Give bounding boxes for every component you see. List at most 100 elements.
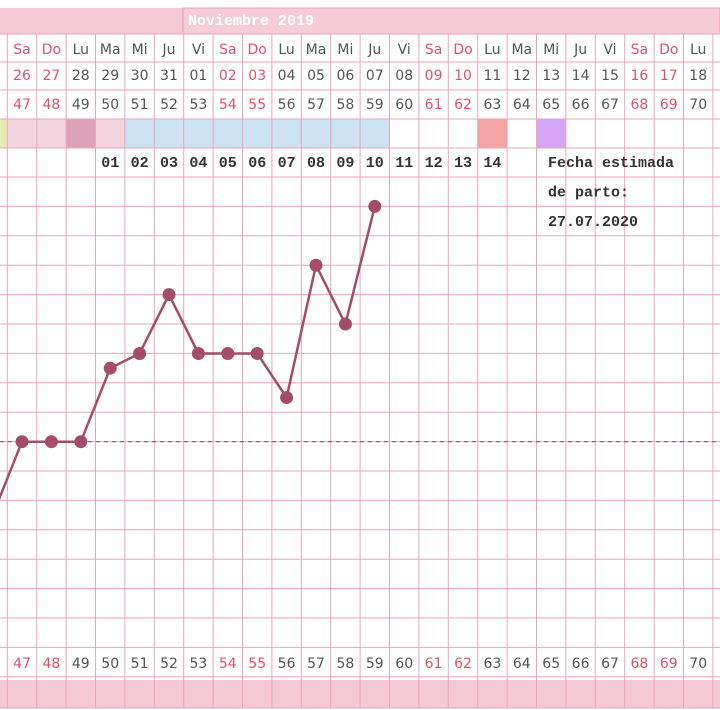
cycle-day: 61 (425, 97, 443, 113)
cycle-day: 65 (542, 656, 560, 672)
cycle-day: 50 (101, 656, 119, 672)
x-tick-label: 26 (13, 68, 31, 84)
x-tick-label: 07 (366, 68, 384, 84)
cycle-day: 70 (689, 656, 707, 672)
cycle-day: 51 (131, 97, 149, 113)
phase-cell (124, 119, 155, 148)
x-tick-label: 11 (483, 68, 501, 84)
cycle-day: 70 (689, 97, 707, 113)
data-point (309, 258, 323, 272)
data-point (15, 435, 29, 449)
x-tick-label: 01 (189, 68, 207, 84)
day-number: 14 (483, 155, 501, 172)
phase-cell (0, 119, 8, 148)
day-number: 03 (160, 155, 178, 172)
cycle-day: 48 (42, 656, 60, 672)
x-tick-label: 10 (454, 68, 472, 84)
phase-cell (507, 119, 537, 148)
x-tick-label: 28 (72, 68, 90, 84)
day-name: Vi (398, 42, 411, 58)
x-tick-label: 09 (425, 68, 443, 84)
day-name: Sa (13, 42, 30, 58)
cycle-day: 54 (219, 97, 237, 113)
cycle-day: 55 (248, 656, 266, 672)
cycle-day: 48 (42, 97, 60, 113)
data-point (280, 391, 294, 405)
phase-cell (477, 119, 508, 148)
phase-cell (301, 119, 331, 148)
x-tick-label: 14 (572, 68, 590, 84)
phase-cell (418, 119, 449, 148)
cycle-day: 53 (189, 656, 207, 672)
phase-cell (213, 119, 243, 148)
cycle-day: 53 (189, 97, 207, 113)
cycle-day: 61 (425, 656, 443, 672)
day-name: Do (453, 42, 472, 58)
x-tick-label: 18 (689, 68, 707, 84)
cycle-day: 68 (630, 97, 648, 113)
cycle-day: 52 (160, 656, 178, 672)
day-name: Ju (367, 42, 381, 58)
phase-cell (448, 119, 478, 148)
cycle-day: 63 (483, 656, 501, 672)
cycle-day: 67 (601, 97, 619, 113)
chart-title: Noviembre 2019 (188, 13, 314, 30)
cycle-day: 50 (101, 97, 119, 113)
x-tick-label: 17 (660, 68, 678, 84)
data-point (368, 199, 382, 213)
annotation: Fecha estimada (548, 155, 674, 172)
phase-cell (36, 119, 67, 148)
day-number: 01 (101, 155, 119, 172)
phase-cell (183, 119, 214, 148)
x-tick-label: 06 (336, 68, 354, 84)
cycle-day: 47 (13, 656, 31, 672)
day-number: 05 (219, 155, 237, 172)
day-name: Vi (603, 42, 616, 58)
cycle-day: 58 (336, 656, 354, 672)
day-number: 13 (454, 155, 472, 172)
annotation: de parto: (548, 184, 629, 201)
cycle-day: 59 (366, 97, 384, 113)
cycle-day: 60 (395, 97, 413, 113)
day-number: 04 (189, 155, 207, 172)
cycle-day: 62 (454, 97, 472, 113)
x-tick-label: 02 (219, 68, 237, 84)
day-name: Do (659, 42, 678, 58)
phase-cell (95, 119, 125, 148)
cycle-day: 64 (513, 97, 531, 113)
cycle-day: 56 (278, 97, 296, 113)
cycle-day: 65 (542, 97, 560, 113)
cycle-day: 58 (336, 97, 354, 113)
day-number: 11 (395, 155, 413, 172)
cycle-day: 49 (72, 656, 90, 672)
cycle-day: 67 (601, 656, 619, 672)
data-point (133, 346, 147, 360)
day-name: Lu (690, 42, 706, 58)
cycle-day: 47 (13, 97, 31, 113)
day-name: Do (42, 42, 61, 58)
cycle-day: 64 (513, 656, 531, 672)
day-name: Lu (484, 42, 500, 58)
x-tick-label: 03 (248, 68, 266, 84)
cycle-day: 63 (483, 97, 501, 113)
phase-cell (242, 119, 272, 148)
phase-cell (154, 119, 184, 148)
x-tick-label: 30 (131, 68, 149, 84)
x-tick-label: 29 (101, 68, 119, 84)
x-tick-label: 08 (395, 68, 413, 84)
cycle-day: 62 (454, 656, 472, 672)
day-name: Do (248, 42, 267, 58)
cycle-day: 69 (660, 97, 678, 113)
day-number: 10 (366, 155, 384, 172)
cycle-day: 51 (131, 656, 149, 672)
phase-cell (66, 119, 96, 148)
x-tick-label: 13 (542, 68, 560, 84)
phase-cell (595, 119, 625, 148)
day-number: 06 (248, 155, 266, 172)
cycle-day: 69 (660, 656, 678, 672)
phase-cell (389, 119, 419, 148)
data-point (74, 435, 88, 449)
day-name: Mi (132, 42, 148, 58)
data-point (191, 346, 205, 360)
cycle-day: 49 (72, 97, 90, 113)
